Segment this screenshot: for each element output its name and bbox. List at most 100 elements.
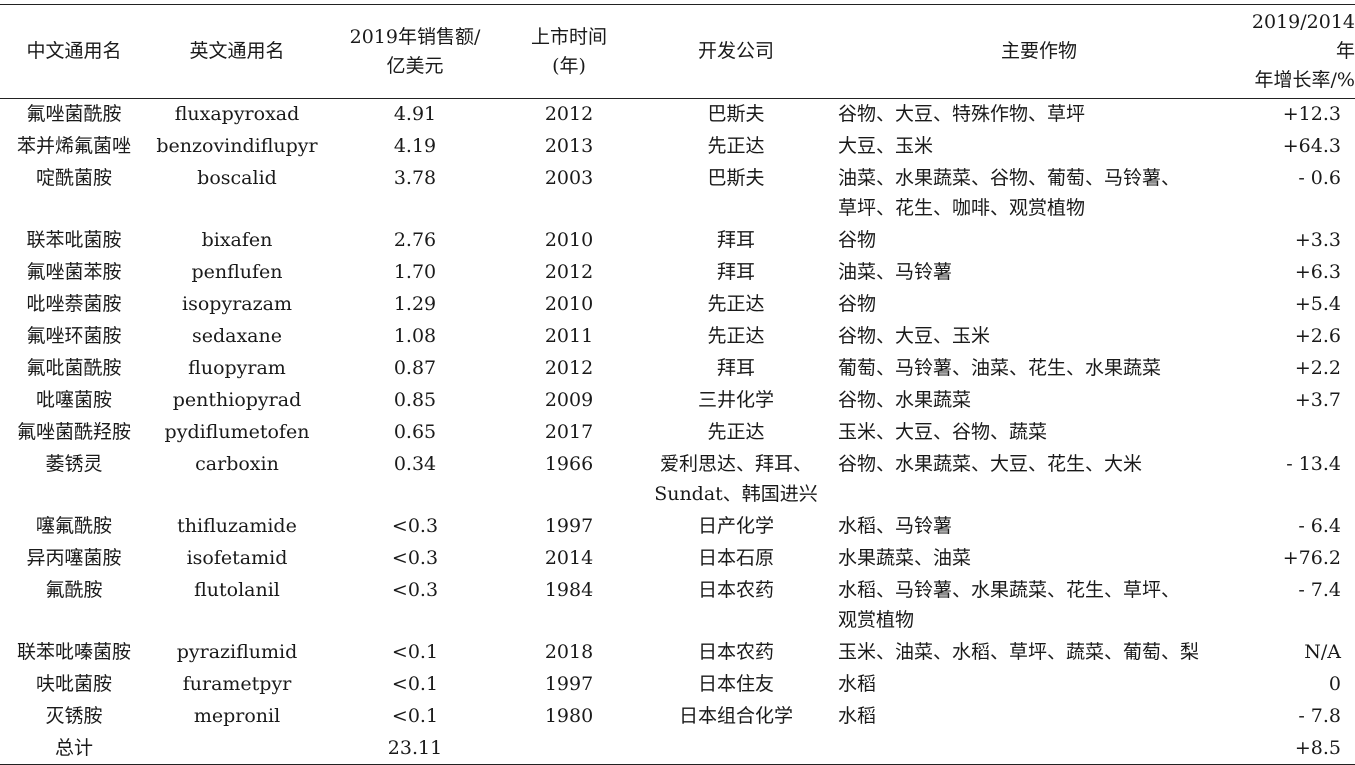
cn-name-cell: 啶酰菌胺 — [35, 167, 112, 189]
company-cell: 先正达 — [707, 293, 765, 315]
total-row: 总计 23.11 +8.5 — [0, 732, 1355, 765]
sales-cell: 4.91 — [393, 103, 437, 125]
sales-cell: <0.3 — [391, 579, 439, 601]
growth-cell: +64.3 — [1282, 135, 1341, 157]
header-launch-year: 上市时间 (年) — [504, 4, 634, 99]
header-growth: 2019/2014年 年增长率/% — [1240, 4, 1355, 99]
launch-year-cell: 2012 — [544, 357, 594, 379]
company-cell: 巴斯夫 — [707, 167, 765, 189]
table-row: 氟吡菌酰胺 fluopyram 0.87 2012 拜耳 葡萄、马铃薯、油菜、花生、水果蔬… — [0, 352, 1355, 384]
company-cell: 巴斯夫 — [707, 103, 765, 125]
company-cell: 日本农药 — [697, 579, 774, 601]
en-name-cell: thifluzamide — [177, 515, 297, 537]
en-name-cell: mepronil — [193, 705, 281, 727]
launch-year-cell: 1980 — [544, 705, 594, 727]
table-row: 吡噻菌胺 penthiopyrad 0.85 2009 三井化学 谷物、水果蔬菜 +3.7 — [0, 384, 1355, 416]
sales-cell: <0.1 — [391, 673, 439, 695]
table-row: 氟酰胺 flutolanil <0.3 1984 日本农药 水稻、马铃薯、水果蔬菜、花生、… — [0, 574, 1355, 636]
table-row: 氟唑菌酰羟胺 pydiflumetofen 0.65 2017 先正达 玉米、大豆、谷物、… — [0, 416, 1355, 448]
crops-cell: 水稻、马铃薯、水果蔬菜、花生、草坪、 观赏植物 — [838, 579, 1181, 631]
launch-year-cell: 1966 — [544, 453, 594, 475]
crops-cell: 油菜、马铃薯 — [838, 261, 953, 283]
company-cell: 日本组合化学 — [678, 705, 793, 727]
launch-year-cell: 1997 — [544, 515, 594, 537]
company-cell: 日产化学 — [697, 515, 774, 537]
growth-cell: +76.2 — [1282, 547, 1341, 569]
table-row: 啶酰菌胺 boscalid 3.78 2003 巴斯夫 油菜、水果蔬菜、谷物、葡萄、马铃薯… — [0, 162, 1355, 224]
launch-year-cell: 1997 — [544, 673, 594, 695]
crops-cell: 水果蔬菜、油菜 — [838, 547, 972, 569]
header-sales: 2019年销售额/亿美元 — [326, 4, 504, 99]
growth-cell: 0 — [1328, 673, 1341, 695]
launch-year-cell: 2011 — [544, 325, 594, 347]
crops-cell: 谷物 — [838, 293, 877, 315]
en-name-cell: pydiflumetofen — [164, 421, 310, 443]
cn-name-cell: 氟唑菌酰羟胺 — [16, 421, 131, 443]
en-name-cell: fluopyram — [188, 357, 286, 379]
sales-cell: 4.19 — [393, 135, 437, 157]
en-name-cell: isopyrazam — [182, 293, 292, 315]
en-name-cell: sedaxane — [191, 325, 282, 347]
growth-cell: +2.6 — [1294, 325, 1341, 347]
launch-year-cell: 2010 — [544, 229, 594, 251]
sales-cell: 0.65 — [393, 421, 437, 443]
en-name-cell: penthiopyrad — [172, 389, 302, 411]
sales-cell: 2.76 — [393, 229, 437, 251]
empty-cell — [148, 732, 326, 765]
launch-year-cell: 2012 — [544, 103, 594, 125]
cn-name-cell: 吡噻菌胺 — [35, 389, 112, 411]
crops-cell: 谷物、大豆、特殊作物、草坪 — [838, 103, 1086, 125]
growth-cell: - 13.4 — [1286, 453, 1341, 475]
company-cell: 拜耳 — [716, 229, 755, 251]
sales-cell: <0.1 — [391, 705, 439, 727]
table-row: 噻氟酰胺 thifluzamide <0.3 1997 日产化学 水稻、马铃薯 - 6.4 — [0, 510, 1355, 542]
crops-cell: 谷物、水果蔬菜 — [838, 389, 972, 411]
table-row: 灭锈胺 mepronil <0.1 1980 日本组合化学 水稻 - 7.8 — [0, 700, 1355, 732]
table-row: 异丙噻菌胺 isofetamid <0.3 2014 日本石原 水果蔬菜、油菜 +76.2 — [0, 542, 1355, 574]
table-body: 氟唑菌酰胺 fluxapyroxad 4.91 2012 巴斯夫 谷物、大豆、特殊作物、草… — [0, 99, 1355, 765]
table-row: 氟唑环菌胺 sedaxane 1.08 2011 先正达 谷物、大豆、玉米 +2.6 — [0, 320, 1355, 352]
cn-name-cell: 氟酰胺 — [45, 579, 103, 601]
launch-year-cell: 2003 — [544, 167, 594, 189]
empty-cell — [838, 732, 1240, 765]
en-name-cell: isofetamid — [186, 547, 288, 569]
crops-cell: 水稻 — [838, 705, 877, 727]
empty-cell — [634, 732, 838, 765]
cn-name-cell: 吡唑萘菌胺 — [26, 293, 122, 315]
sales-cell: <0.1 — [391, 641, 439, 663]
cn-name-cell: 萎锈灵 — [45, 453, 103, 475]
launch-year-cell: 2017 — [544, 421, 594, 443]
company-cell: 日本农药 — [697, 641, 774, 663]
cn-name-cell: 联苯吡嗪菌胺 — [16, 641, 131, 663]
table-row: 呋吡菌胺 furametpyr <0.1 1997 日本住友 水稻 0 — [0, 668, 1355, 700]
crops-cell: 谷物 — [838, 229, 877, 251]
launch-year-cell: 2014 — [544, 547, 594, 569]
en-name-cell: penflufen — [191, 261, 283, 283]
growth-cell: - 7.4 — [1298, 579, 1341, 601]
cn-name-cell: 异丙噻菌胺 — [26, 547, 122, 569]
cn-name-cell: 氟吡菌酰胺 — [26, 357, 122, 379]
company-cell: 拜耳 — [716, 357, 755, 379]
en-name-cell: benzovindiflupyr — [156, 135, 318, 157]
sales-cell: 0.34 — [393, 453, 437, 475]
en-name-cell: flutolanil — [194, 579, 280, 601]
company-cell: 爱利思达、拜耳、 Sundat、韩国进兴 — [654, 453, 818, 505]
cn-name-cell: 呋吡菌胺 — [35, 673, 112, 695]
table-row: 联苯吡嗪菌胺 pyraziflumid <0.1 2018 日本农药 玉米、油菜、水稻、草… — [0, 636, 1355, 668]
cn-name-cell: 联苯吡菌胺 — [26, 229, 122, 251]
header-company: 开发公司 — [634, 4, 838, 99]
table-row: 联苯吡菌胺 bixafen 2.76 2010 拜耳 谷物 +3.3 — [0, 224, 1355, 256]
launch-year-cell: 2009 — [544, 389, 594, 411]
header-row: 中文通用名 英文通用名 2019年销售额/亿美元 上市时间 (年) 开发公司 主要… — [0, 4, 1355, 99]
sales-cell: 0.85 — [393, 389, 437, 411]
growth-cell: +3.3 — [1294, 229, 1341, 251]
table-row: 萎锈灵 carboxin 0.34 1966 爱利思达、拜耳、 Sundat、韩国进兴 谷物… — [0, 448, 1355, 510]
crops-cell: 葡萄、马铃薯、油菜、花生、水果蔬菜 — [838, 357, 1162, 379]
cn-name-cell: 灭锈胺 — [45, 705, 103, 727]
table-row: 氟唑菌酰胺 fluxapyroxad 4.91 2012 巴斯夫 谷物、大豆、特殊作物、草… — [0, 99, 1355, 131]
en-name-cell: carboxin — [195, 453, 279, 475]
company-cell: 三井化学 — [697, 389, 774, 411]
header-en-name: 英文通用名 — [148, 4, 326, 99]
total-sales-cell: 23.11 — [326, 732, 504, 765]
crops-cell: 谷物、大豆、玉米 — [838, 325, 991, 347]
